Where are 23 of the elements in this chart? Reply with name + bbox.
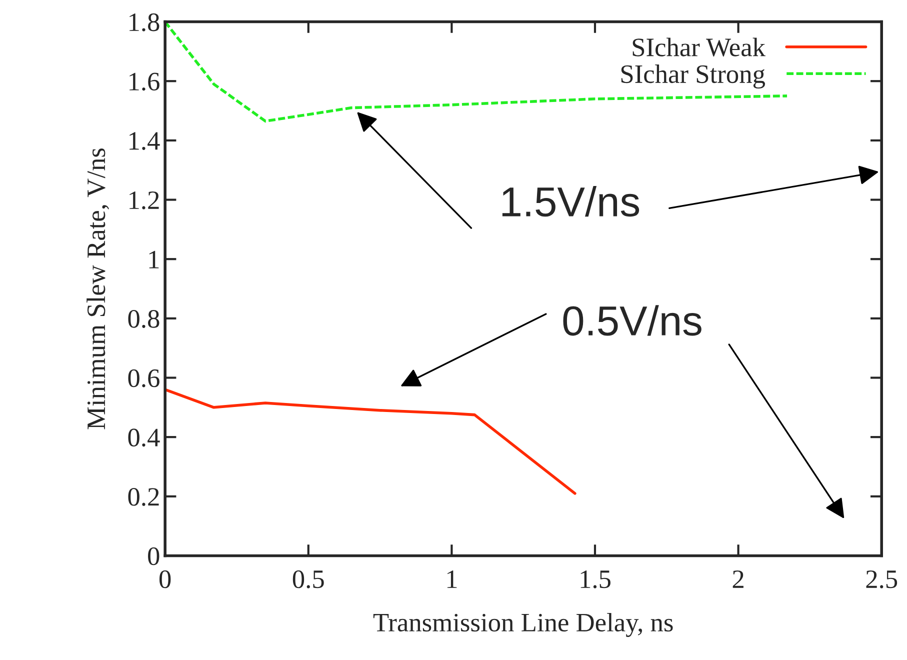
y-tick-label: 1.2: [130, 191, 159, 210]
x-tick-label: 2: [732, 570, 744, 588]
y-tick-label: 0: [148, 547, 160, 566]
legend-label: SIchar Strong: [621, 64, 765, 89]
x-tick-label: 2.5: [866, 570, 898, 588]
y-tick-label: 1.4: [130, 132, 160, 150]
line-series: [165, 388, 576, 495]
y-tick-label: 0.8: [128, 310, 160, 328]
y-tick-label: 0.6: [128, 369, 160, 388]
y-tick-label: 1.8: [130, 13, 160, 32]
y-axis-title: Minimum Slew Rate, V/ns: [86, 148, 109, 430]
legend-label: SIchar Weak: [632, 38, 766, 56]
x-axis-title: Transmission Line Delay, ns: [373, 612, 673, 637]
line-series: [165, 22, 788, 123]
x-tick-label: 1: [447, 570, 457, 588]
y-tick-label: 0.4: [128, 428, 160, 447]
x-tick-label: 0.5: [292, 570, 324, 588]
y-tick-label: 1.6: [130, 72, 160, 91]
y-tick-label: 0.2: [128, 488, 159, 506]
annotation: 0.5V/ns: [563, 305, 702, 336]
annotation: 1.5V/ns: [502, 186, 640, 217]
x-tick-label: 1.5: [580, 570, 610, 588]
y-tick-label: 1: [149, 250, 159, 268]
